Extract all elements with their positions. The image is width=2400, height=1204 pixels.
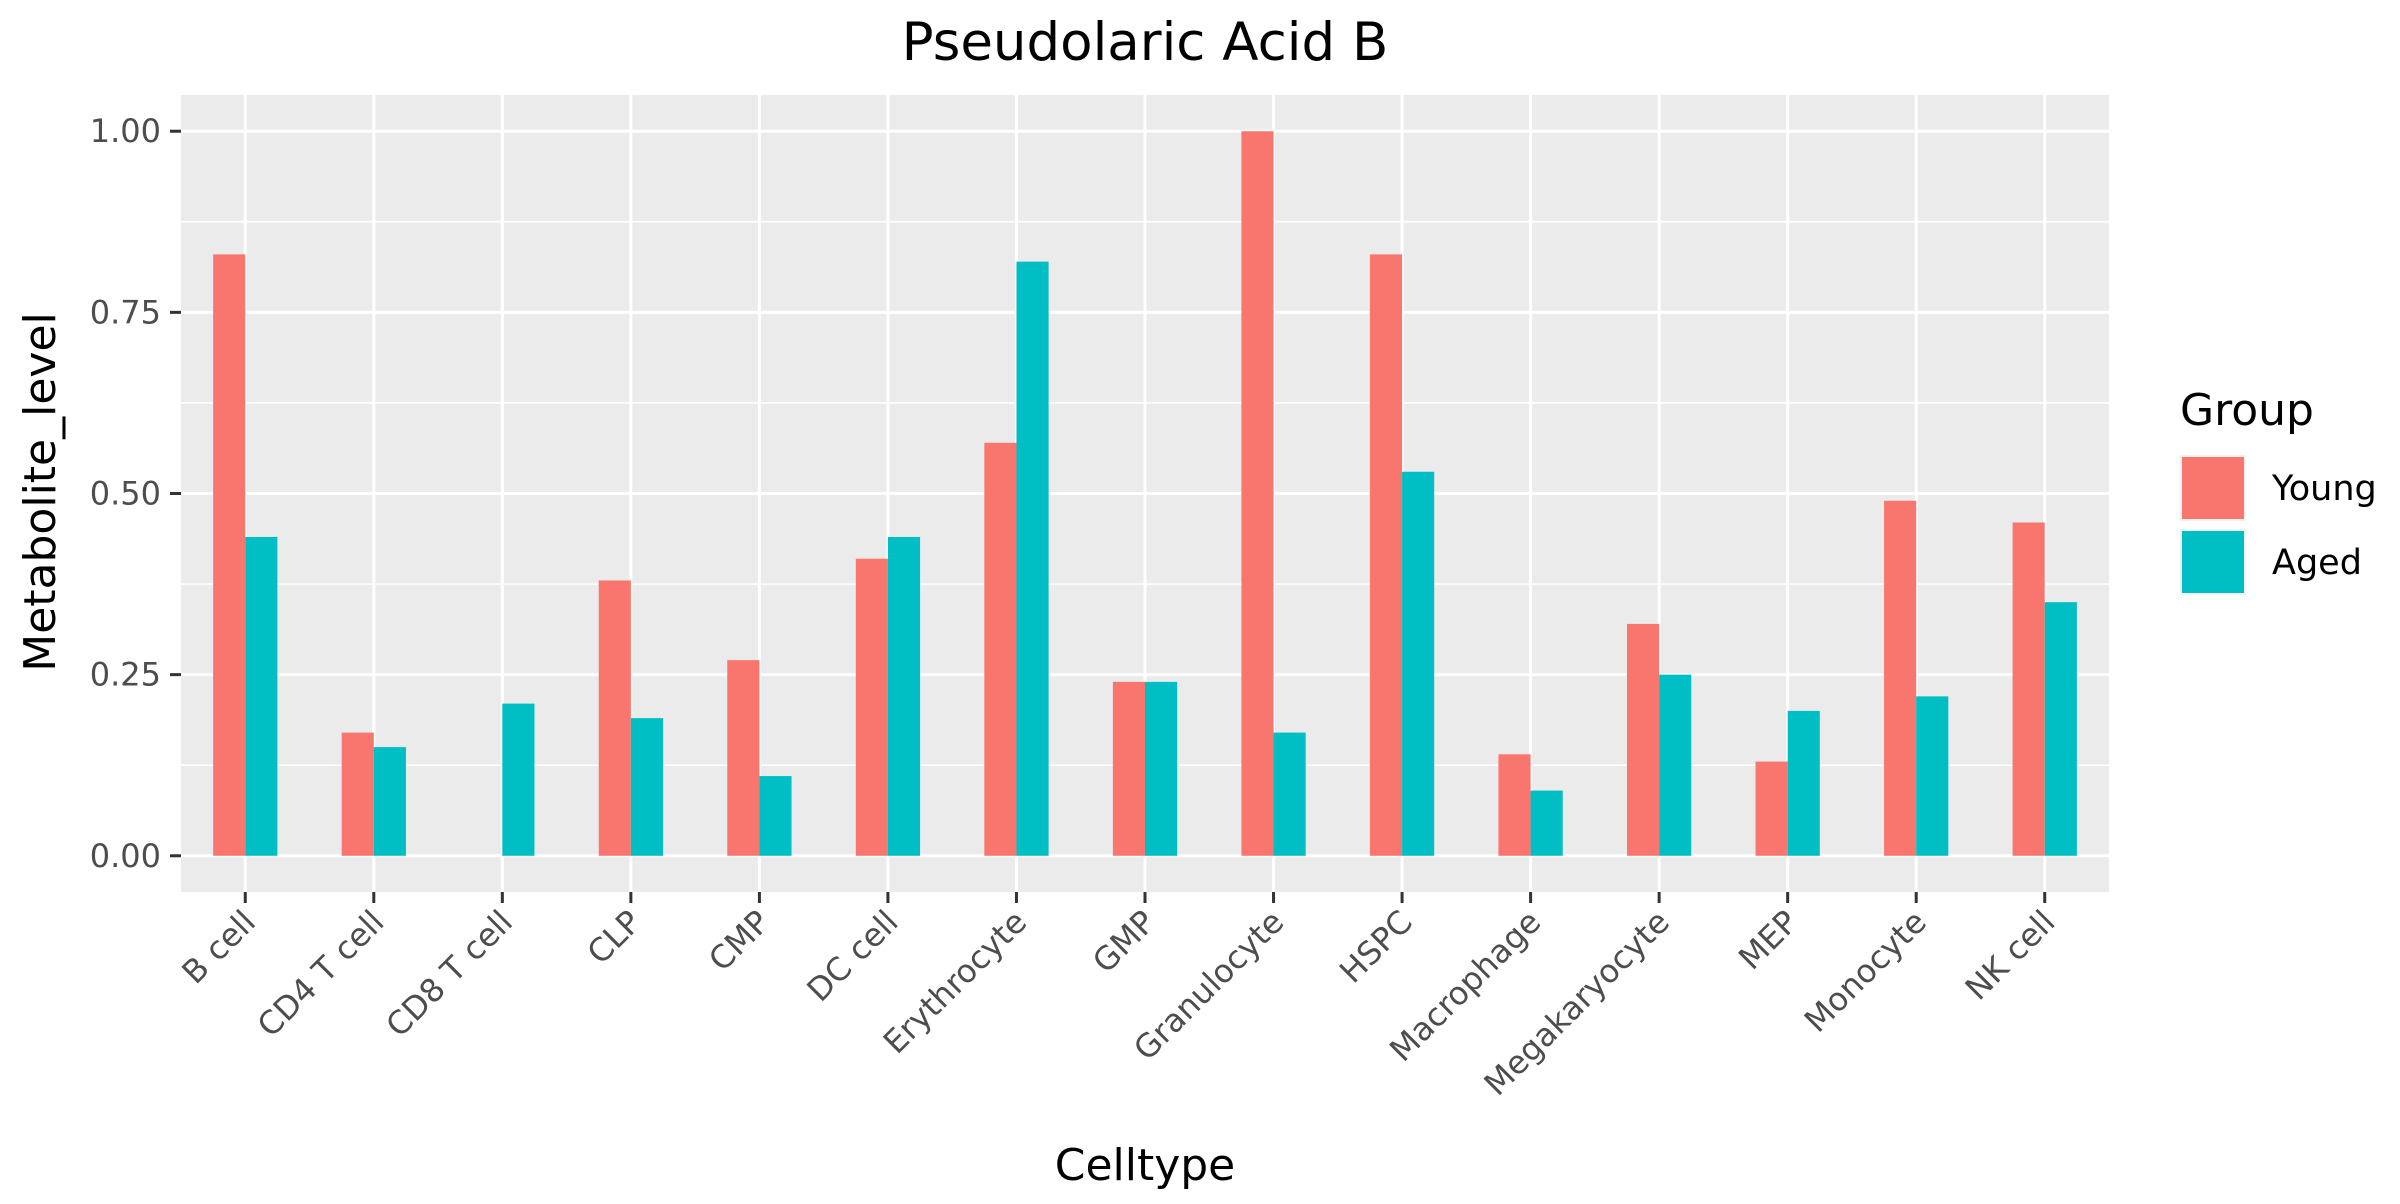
bar-young (1627, 623, 1660, 856)
bar-young (2012, 522, 2045, 856)
bar-aged (2044, 602, 2077, 856)
bar-aged (502, 703, 535, 856)
y-tick-label: 0.25 (90, 656, 161, 694)
bar-aged (1787, 710, 1820, 856)
x-tick-label: CD8 T cell (378, 903, 520, 1045)
y-tick-label: 0.00 (90, 837, 161, 875)
bar-aged (759, 776, 792, 856)
bar-aged (1016, 261, 1049, 856)
bar-aged (1530, 790, 1563, 856)
y-tick-label: 0.75 (90, 293, 161, 331)
x-axis-title: Celltype (1055, 1140, 1236, 1191)
legend-label: Young (2271, 469, 2377, 509)
bar-young (1884, 500, 1917, 856)
x-tick-label: DC cell (799, 903, 905, 1009)
y-axis-title: Metabolite_level (15, 312, 66, 672)
legend-swatch-young (2182, 457, 2244, 519)
legend-swatch-aged (2182, 531, 2244, 593)
bar-young (1498, 754, 1531, 856)
x-tick-label: HSPC (1332, 903, 1420, 991)
x-tick-label: GMP (1085, 903, 1163, 981)
bar-young (1755, 761, 1788, 856)
bar-young (727, 660, 760, 856)
bar-aged (887, 536, 921, 856)
bar-young (341, 732, 374, 856)
x-tick-label: CLP (580, 903, 649, 972)
y-tick-label: 0.50 (90, 475, 161, 513)
x-tick-label: CD4 T cell (250, 903, 392, 1045)
bar-young (1241, 131, 1274, 856)
bar-aged (1145, 681, 1178, 856)
bar-aged (1273, 732, 1306, 856)
bar-young (855, 558, 888, 856)
bar-aged (630, 718, 663, 856)
x-tick-label: NK cell (1958, 903, 2063, 1008)
bar-aged (1916, 696, 1949, 856)
x-tick-label: B cell (174, 903, 263, 992)
bar-aged (373, 747, 406, 856)
bar-aged (1402, 471, 1435, 856)
x-tick-label: CMP (701, 903, 777, 979)
x-tick-label: Monocyte (1797, 903, 1934, 1040)
bar-young (1369, 254, 1403, 856)
bar-young (1112, 681, 1145, 856)
bar-young (213, 254, 246, 856)
legend-label: Aged (2272, 543, 2362, 583)
legend: Group Young Aged (2180, 385, 2377, 595)
chart-title: Pseudolaric Acid B (902, 12, 1389, 73)
y-tick-label: 1.00 (90, 112, 161, 150)
bar-young (984, 442, 1017, 856)
bar-aged (1659, 674, 1692, 856)
x-tick-label: MEP (1731, 903, 1805, 977)
bar-young (598, 580, 631, 856)
legend-title: Group (2180, 385, 2314, 436)
bar-aged (245, 536, 278, 856)
